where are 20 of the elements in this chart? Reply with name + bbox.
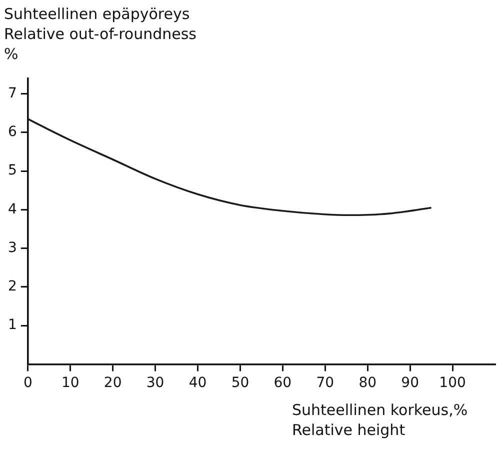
- x-axis-title: Suhteellinen korkeus,% Relative height: [292, 400, 468, 440]
- x-tick-label: 70: [316, 375, 334, 392]
- y-tick-label: 2: [8, 278, 17, 295]
- y-tick-label: 7: [8, 85, 17, 102]
- y-axis-title: Suhteellinen epäpyöreys Relative out-of-roundness %: [4, 4, 196, 64]
- x-tick-label: 30: [146, 375, 164, 392]
- x-tick-label: 10: [61, 375, 80, 392]
- x-tick-label: 40: [188, 375, 207, 392]
- y-tick-label: 3: [8, 240, 17, 256]
- x-tick-label: 100: [439, 375, 466, 392]
- x-tick-label: 90: [401, 375, 419, 392]
- x-tick-label: 80: [358, 375, 377, 392]
- x-tick-label: 50: [231, 375, 250, 392]
- y-tick-label: 1: [8, 317, 17, 334]
- y-tick-label: 6: [8, 124, 17, 140]
- x-tick-label: 0: [23, 375, 32, 392]
- x-tick-label: 60: [274, 375, 292, 392]
- x-tick-label: 20: [104, 375, 122, 392]
- y-tick-label: 5: [8, 162, 17, 179]
- y-tick-label: 4: [8, 201, 17, 218]
